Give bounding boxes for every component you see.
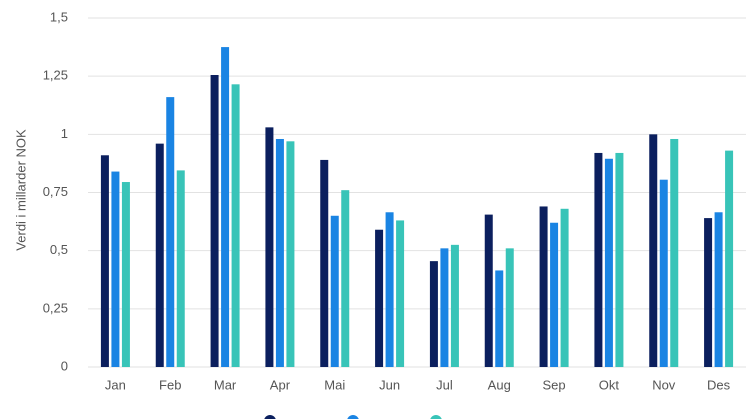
bar xyxy=(166,97,175,368)
bar xyxy=(659,179,668,367)
bar xyxy=(615,152,624,367)
x-tick-label: Jan xyxy=(105,377,126,392)
y-tick-label: 1,5 xyxy=(50,9,68,24)
x-tick-label: Okt xyxy=(599,377,620,392)
bar xyxy=(604,158,613,367)
legend-marker xyxy=(430,415,442,419)
bar xyxy=(221,47,230,367)
bar xyxy=(704,218,713,367)
y-axis-label: Verdi i millarder NOK xyxy=(13,129,28,251)
bar xyxy=(484,214,493,367)
bar xyxy=(320,159,329,367)
bar xyxy=(121,182,130,367)
bar xyxy=(385,212,394,367)
y-tick-label: 0,75 xyxy=(43,184,68,199)
x-tick-label: Apr xyxy=(270,377,291,392)
y-tick-label: 0,25 xyxy=(43,300,68,315)
bar xyxy=(560,208,569,367)
bar xyxy=(670,138,679,367)
bar xyxy=(505,248,514,367)
bar xyxy=(649,134,658,367)
bar xyxy=(330,215,339,367)
bar xyxy=(176,170,185,367)
bar xyxy=(111,171,120,367)
x-tick-label: Sep xyxy=(543,377,566,392)
bar xyxy=(550,222,559,367)
bar xyxy=(231,84,240,367)
bar xyxy=(450,244,459,367)
legend-marker xyxy=(347,415,359,419)
x-tick-label: Aug xyxy=(488,377,511,392)
x-tick-label: Mar xyxy=(214,377,237,392)
y-tick-label: 0 xyxy=(61,358,68,373)
bar xyxy=(375,229,384,367)
bar xyxy=(286,141,295,367)
bar xyxy=(495,270,504,367)
x-tick-label: Jul xyxy=(436,377,453,392)
y-tick-label: 1,25 xyxy=(43,68,68,83)
y-tick-label: 1 xyxy=(61,126,68,141)
bar xyxy=(341,190,350,367)
x-tick-label: Jun xyxy=(379,377,400,392)
legend-marker xyxy=(264,415,276,419)
x-tick-label: Des xyxy=(707,377,731,392)
bar xyxy=(210,75,219,368)
bar xyxy=(396,220,405,367)
bar xyxy=(429,261,438,367)
bar xyxy=(155,143,164,367)
x-tick-label: Mai xyxy=(324,377,345,392)
bar xyxy=(594,152,603,367)
bar xyxy=(440,248,449,367)
bar xyxy=(714,212,723,367)
bar xyxy=(275,138,284,367)
y-tick-label: 0,5 xyxy=(50,242,68,257)
x-tick-label: Feb xyxy=(159,377,181,392)
bar xyxy=(725,150,734,367)
bar xyxy=(265,127,274,367)
bar xyxy=(100,155,109,367)
x-tick-label: Nov xyxy=(652,377,676,392)
bar xyxy=(539,206,548,367)
